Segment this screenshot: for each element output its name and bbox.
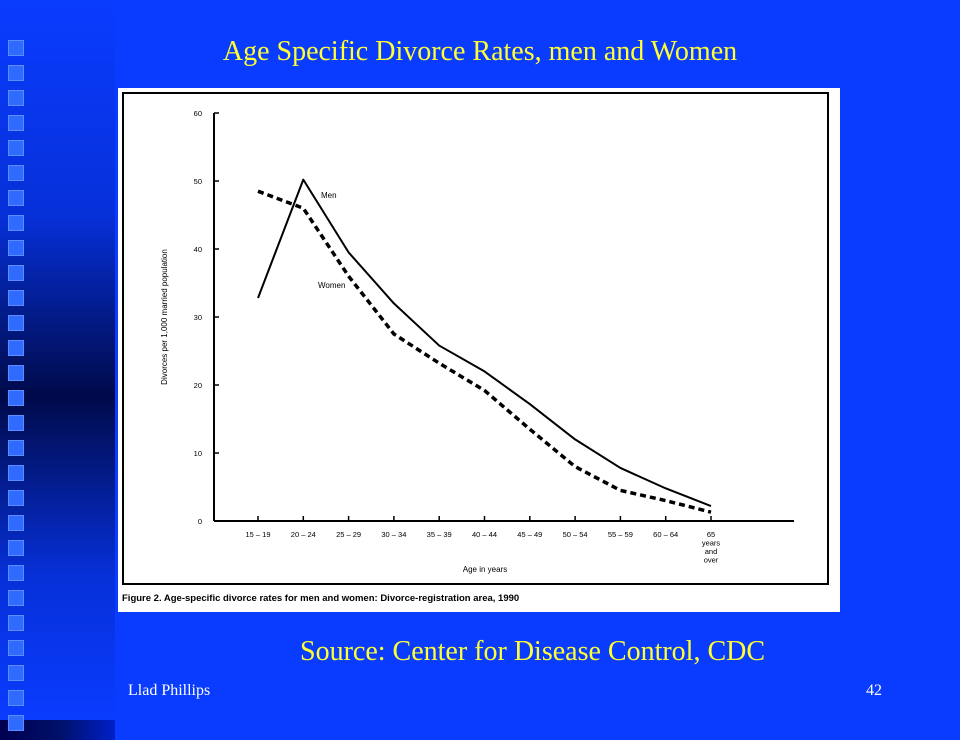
- divorce-rate-chart: 0 10 20 30 40 50 60 15 – 19 20 – 24 25 – 29 30 – 3…: [122, 92, 829, 604]
- x-tick-label: 65 years and over: [702, 530, 721, 565]
- x-tick-label: 20 – 24: [291, 530, 316, 539]
- source-note: Source: Center for Disease Control, CDC: [300, 636, 766, 667]
- chart-caption: Figure 2. Age-specific divorce rates for…: [122, 593, 519, 604]
- y-tick-label: 10: [194, 449, 202, 458]
- y-tick-label: 0: [198, 517, 202, 526]
- x-tick-label: 55 – 59: [608, 530, 633, 539]
- y-tick-label: 30: [194, 313, 202, 322]
- series-line-men: [257, 178, 712, 507]
- series-label-men: Men: [321, 191, 337, 200]
- x-tick-label: 35 – 39: [427, 530, 452, 539]
- x-tick-label: 30 – 34: [381, 530, 406, 539]
- footer-author: Llad Phillips: [128, 682, 211, 699]
- left-decorative-band: [0, 0, 115, 731]
- y-tick-label: 40: [194, 245, 202, 254]
- x-tick-label: 25 – 29: [336, 530, 361, 539]
- y-tick-label: 60: [194, 109, 202, 118]
- x-tick-label: 40 – 44: [472, 530, 497, 539]
- x-tick-label: 15 – 19: [245, 530, 270, 539]
- series-line-women: [257, 189, 712, 514]
- decorative-squares: [8, 40, 28, 740]
- y-axis-label: Divorces per 1,000 married population: [160, 249, 169, 385]
- page-number: 42: [866, 682, 882, 699]
- chart-frame: [122, 92, 829, 585]
- x-tick-label: 60 – 64: [653, 530, 678, 539]
- x-axis-label: Age in years: [463, 565, 507, 574]
- x-tick-label: 45 – 49: [517, 530, 542, 539]
- series-label-women: Women: [318, 281, 345, 290]
- slide-title: Age Specific Divorce Rates, men and Wome…: [222, 36, 738, 67]
- y-tick-label: 20: [194, 381, 202, 390]
- x-tick-label: 50 – 54: [563, 530, 588, 539]
- y-tick-label: 50: [194, 177, 202, 186]
- chart-figure: 0 10 20 30 40 50 60 15 – 19 20 – 24 25 – 29 30 – 3…: [118, 88, 840, 612]
